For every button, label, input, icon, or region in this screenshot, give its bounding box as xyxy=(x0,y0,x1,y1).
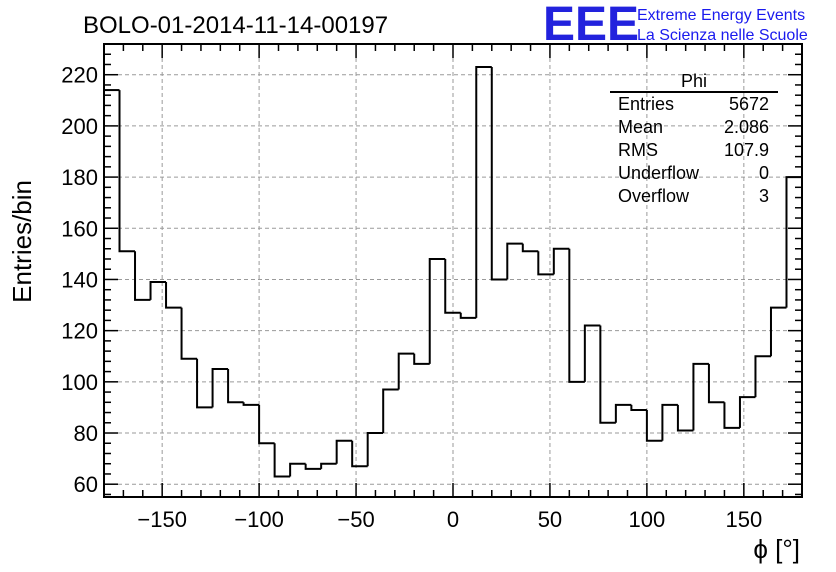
histogram-bin xyxy=(537,251,554,276)
histogram-bin xyxy=(459,312,477,319)
stats-overflow-value: 3 xyxy=(759,186,769,206)
histogram-bin xyxy=(304,463,322,470)
x-tick-label: −100 xyxy=(234,507,284,532)
histogram-bin xyxy=(165,282,182,309)
histogram-bin xyxy=(506,242,523,280)
histogram-bin xyxy=(258,404,275,445)
eee-logo: EEE Extreme Energy Events La Scienza nel… xyxy=(543,0,808,51)
histogram-bin xyxy=(196,358,213,409)
histogram-bin xyxy=(335,439,353,464)
y-tick-label: 120 xyxy=(61,319,98,344)
y-tick-label: 200 xyxy=(61,114,98,139)
x-tick-label: 100 xyxy=(629,507,666,532)
histogram-bin xyxy=(583,324,601,382)
stats-overflow-label: Overflow xyxy=(618,186,690,206)
x-tick-label: 50 xyxy=(538,507,562,532)
stats-underflow-value: 0 xyxy=(759,163,769,183)
y-tick-label: 160 xyxy=(61,216,98,241)
y-tick-label: 140 xyxy=(61,267,98,292)
grid-lines xyxy=(104,44,802,497)
stats-mean-value: 2.086 xyxy=(724,117,769,137)
y-tick-label: 80 xyxy=(74,421,98,446)
histogram-bin xyxy=(320,462,337,469)
histogram-bin xyxy=(614,403,632,423)
y-tick-label: 180 xyxy=(61,165,98,190)
histogram-bin xyxy=(552,247,570,275)
histogram-bin xyxy=(211,368,229,408)
stats-rms-value: 107.9 xyxy=(724,140,769,160)
stats-mean-label: Mean xyxy=(618,117,663,137)
histogram-bin xyxy=(645,409,663,442)
histogram-bin xyxy=(273,443,291,478)
histogram-bin xyxy=(351,440,368,468)
histogram-bin xyxy=(738,396,756,428)
stats-title: Phi xyxy=(681,71,707,91)
histogram-bin xyxy=(289,462,306,477)
y-tick-label: 220 xyxy=(61,63,98,88)
histogram-bin xyxy=(413,353,430,365)
histogram-bin xyxy=(490,67,508,281)
y-axis-label: Entries/bin xyxy=(7,180,37,303)
histogram-bin xyxy=(397,352,415,390)
histogram-bin xyxy=(707,363,725,404)
histogram-bin xyxy=(149,281,167,300)
histogram-bin xyxy=(475,66,492,318)
x-tick-label: 150 xyxy=(725,507,762,532)
histogram-bin xyxy=(134,251,151,301)
histogram-bin xyxy=(723,402,740,429)
stats-entries-value: 5672 xyxy=(729,94,769,114)
histogram-bin xyxy=(444,258,461,314)
histogram-bin xyxy=(769,306,787,357)
histogram-bin xyxy=(242,402,260,406)
histogram-bin xyxy=(521,243,539,253)
eee-logo-line2: La Scienza nelle Scuole xyxy=(637,27,808,44)
histogram-bin xyxy=(599,325,616,424)
histogram-bin xyxy=(676,404,694,432)
x-tick-label: −50 xyxy=(337,507,374,532)
histogram-bin xyxy=(568,248,585,383)
histogram-bin xyxy=(227,369,244,404)
histogram-bin xyxy=(180,307,198,360)
histogram-bin xyxy=(692,362,709,431)
x-tick-label: −150 xyxy=(137,507,187,532)
histogram-series xyxy=(104,66,802,478)
chart-title: BOLO-01-2014-11-14-00197 xyxy=(83,12,388,39)
histogram-bin xyxy=(382,388,399,434)
histogram-bin xyxy=(118,90,136,253)
histogram-bin xyxy=(366,432,384,467)
y-tick-label: 100 xyxy=(61,370,98,395)
stats-rms-label: RMS xyxy=(618,140,658,160)
histogram-bin xyxy=(754,355,771,398)
axes: −150 −100 −50 0 50 100 150 60 80 100 120 140 160 180 2… xyxy=(61,43,803,532)
stats-underflow-label: Underflow xyxy=(618,163,700,183)
stats-entries-label: Entries xyxy=(618,94,674,114)
stats-box: Phi Entries 5672 Mean 2.086 RMS 107.9 Un… xyxy=(610,71,778,206)
histogram-bin xyxy=(428,257,446,364)
eee-logo-line1: Extreme Energy Events xyxy=(637,7,805,24)
x-tick-label: 0 xyxy=(447,507,459,532)
histogram-bin xyxy=(630,404,647,411)
x-axis-label: ϕ [°] xyxy=(753,534,800,564)
eee-logo-mark: EEE xyxy=(543,0,639,51)
y-tick-label: 60 xyxy=(74,472,98,497)
histogram-bin xyxy=(661,403,678,441)
